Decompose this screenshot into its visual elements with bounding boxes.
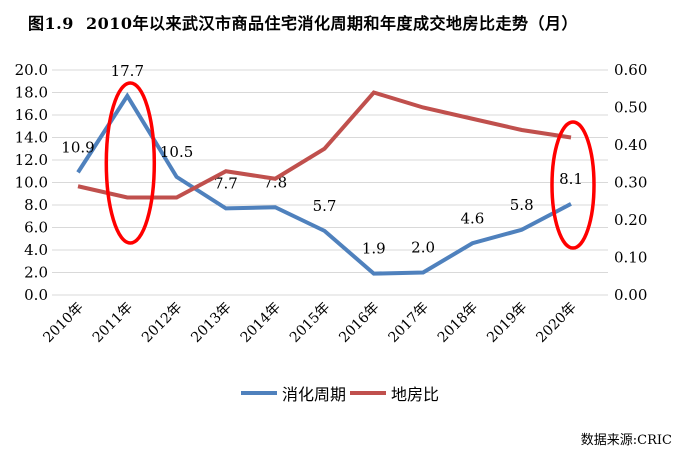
x-axis-label: 2011年 <box>90 300 136 346</box>
legend-item-absorption-period: 消化周期 <box>240 381 346 405</box>
x-axis-label: 2020年 <box>533 300 579 346</box>
series-line-absorption-period <box>76 92 572 276</box>
data-point-label: 7.7 <box>214 174 238 192</box>
left-axis-tick-label: 8.0 <box>24 196 48 214</box>
right-axis-tick-label: 0.40 <box>614 136 647 154</box>
legend-item-land-house-ratio: 地房比 <box>350 381 439 405</box>
x-axis-label: 2017年 <box>386 300 432 346</box>
series-line-land-house-ratio <box>77 90 572 200</box>
left-axis-tick-label: 4.0 <box>24 241 48 259</box>
highlight-ellipse-2020年 <box>550 120 596 250</box>
left-axis-tick-label: 0.0 <box>24 286 48 304</box>
legend-label-absorption-period: 消化周期 <box>281 385 346 404</box>
left-axis-tick-label: 12.0 <box>15 151 48 169</box>
x-axis-label: 2019年 <box>484 300 530 346</box>
left-axis-tick-label: 14.0 <box>15 129 48 147</box>
data-point-label: 8.1 <box>559 170 583 188</box>
x-axis-label: 2015年 <box>287 300 333 346</box>
left-axis-tick-label: 2.0 <box>24 264 48 282</box>
left-axis-tick-label: 20.0 <box>15 61 48 79</box>
data-source: 数据来源:CRIC <box>580 433 672 448</box>
left-axis-tick-label: 6.0 <box>24 219 48 237</box>
data-point-label: 17.7 <box>111 62 144 80</box>
legend-label-land-house-ratio: 地房比 <box>391 385 440 404</box>
right-axis-tick-label: 0.20 <box>614 211 647 229</box>
x-axis-label: 2016年 <box>336 300 382 346</box>
x-axis-label: 2018年 <box>435 300 481 346</box>
right-axis-tick-label: 0.10 <box>614 249 647 267</box>
data-point-label: 2.0 <box>411 239 435 257</box>
x-axis-label: 2013年 <box>188 300 234 346</box>
chart-title: 图1.9 2010年以来武汉市商品住宅消化周期和年度成交地房比走势（月） <box>28 14 579 33</box>
left-axis-tick-label: 18.0 <box>15 84 48 102</box>
x-axis-label: 2010年 <box>40 300 86 346</box>
data-point-label: 10.5 <box>160 143 193 161</box>
right-axis-tick-label: 0.30 <box>614 174 647 192</box>
data-point-label: 5.7 <box>313 197 337 215</box>
right-axis-tick-label: 0.60 <box>614 61 647 79</box>
x-axis-label: 2014年 <box>238 300 284 346</box>
data-point-label: 5.8 <box>510 196 534 214</box>
highlight-ellipse-2011年 <box>104 81 157 245</box>
right-axis-tick-label: 0.50 <box>614 99 647 117</box>
legend-swatch-red-line <box>350 391 386 395</box>
right-axis-tick-label: 0.00 <box>614 286 647 304</box>
left-axis-tick-label: 16.0 <box>15 106 48 124</box>
chart-legend: 消化周期 地房比 <box>0 381 680 405</box>
data-point-label: 4.6 <box>460 209 484 227</box>
data-point-label: 1.9 <box>362 240 386 258</box>
left-axis-tick-label: 10.0 <box>15 174 48 192</box>
legend-swatch-blue-line <box>240 391 277 395</box>
x-axis-label: 2012年 <box>139 300 185 346</box>
data-point-label: 10.9 <box>61 138 94 156</box>
